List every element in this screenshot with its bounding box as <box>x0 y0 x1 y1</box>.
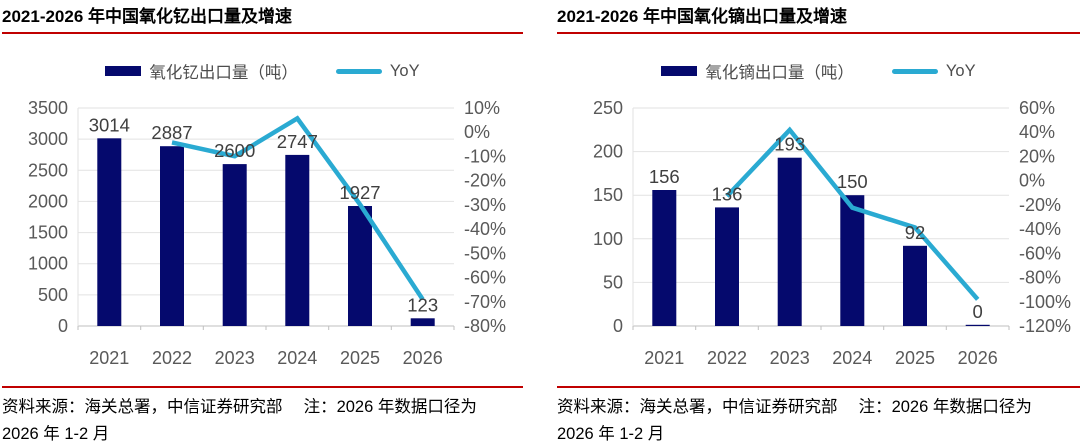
left-axis-tick-label: 0 <box>58 316 68 336</box>
right-axis-tick-label: -80% <box>1019 268 1061 288</box>
left-axis-tick-label: 500 <box>38 285 68 305</box>
x-axis-label-2026: 2026 <box>403 348 443 368</box>
bar-value-label-2021: 3014 <box>89 114 130 135</box>
bar-series-swatch-icon <box>661 66 698 76</box>
right-axis-tick-label: -80% <box>464 316 506 336</box>
left-axis-tick-label: 0 <box>613 316 623 336</box>
right-axis-tick-label: 20% <box>1019 146 1055 166</box>
bar-2023 <box>222 164 247 326</box>
right-axis-tick-label: -20% <box>1019 195 1061 215</box>
bar-2024 <box>285 154 310 326</box>
right-axis-tick-label: -30% <box>464 195 506 215</box>
x-axis-label-2021: 2021 <box>89 348 129 368</box>
right-axis-tick-label: 10% <box>464 98 500 118</box>
left-axis-tick-label: 100 <box>593 229 623 249</box>
bar-2023 <box>777 157 802 326</box>
yoy-line <box>171 115 425 301</box>
bar-value-label-2023: 2600 <box>214 140 255 161</box>
combo-chart-dysprosium-oxide: 0 50 100 150 200 250 60% 40% 20% 0% -20% -40% -60% -8… <box>593 98 1071 368</box>
x-axis-label-2021: 2021 <box>644 348 684 368</box>
bar-2021 <box>652 190 677 326</box>
right-axis-tick-label: -60% <box>1019 243 1061 263</box>
chart-legend: 氧化镝出口量（吨） YoY <box>557 60 1080 82</box>
x-axis-label-2024: 2024 <box>832 348 872 368</box>
right-axis-tick-label: -10% <box>464 146 506 166</box>
bar-value-label-2025: 1927 <box>339 182 380 203</box>
left-axis-tick-label: 150 <box>593 185 623 205</box>
bar-2026 <box>965 324 990 326</box>
right-axis-tick-label: 60% <box>1019 98 1055 118</box>
left-axis-tick-label: 3500 <box>28 98 68 118</box>
report-figure-pair: 2021-2026 年中国氧化钇出口量及增速 氧化钇出口量（吨） YoY 0 50… <box>2 7 1080 443</box>
right-axis-tick-label: -40% <box>464 219 506 239</box>
bar-2024 <box>840 195 865 326</box>
left-axis-tick-label: 250 <box>593 98 623 118</box>
left-axis-tick-label: 1000 <box>28 254 68 274</box>
right-axis-tick-label: -60% <box>464 268 506 288</box>
bar-series-legend-label: 氧化镝出口量（吨） <box>705 64 854 82</box>
right-axis-tick-label: 0% <box>464 122 490 142</box>
bar-series-swatch-icon <box>105 66 142 76</box>
bar-series-legend-label: 氧化钇出口量（吨） <box>149 64 298 82</box>
left-axis-tick-label: 50 <box>603 272 623 292</box>
bar-value-label-2024: 2747 <box>277 131 318 152</box>
x-axis-label-2022: 2022 <box>152 348 192 368</box>
chart-title: 2021-2026 年中国氧化镝出口量及增速 <box>557 0 1080 34</box>
source-note-line2: 2026 年 1-2 月 <box>2 425 110 443</box>
x-axis-label-2023: 2023 <box>770 348 810 368</box>
combo-chart-yttrium-oxide: 0 500 1000 1500 2000 2500 3000 3500 10% 0% -10% -20… <box>28 98 506 368</box>
right-axis-tick-label: -70% <box>464 292 506 312</box>
source-note-line1: 资料来源：海关总署，中信证券研究部 注：2026 年数据口径为 <box>557 398 1032 416</box>
bar-2021 <box>97 138 122 326</box>
x-axis-label-2025: 2025 <box>340 348 380 368</box>
bar-value-label-2022: 136 <box>712 183 743 204</box>
x-axis-label-2022: 2022 <box>707 348 747 368</box>
x-axis-label-2023: 2023 <box>215 348 255 368</box>
line-series-legend-label: YoY <box>945 61 976 80</box>
left-axis-tick-label: 2500 <box>28 160 68 180</box>
bar-2025 <box>903 245 927 326</box>
line-series-legend-label: YoY <box>389 61 420 80</box>
bar-value-label-2023: 193 <box>774 134 805 155</box>
right-axis-tick-label: -120% <box>1019 316 1071 336</box>
x-axis-label-2024: 2024 <box>277 348 317 368</box>
line-series-swatch-icon <box>335 68 382 74</box>
chart-legend: 氧化钇出口量（吨） YoY <box>2 60 523 82</box>
bar-value-label-2026: 0 <box>973 301 983 322</box>
right-axis-tick-label: -20% <box>464 171 506 191</box>
chart-panel-dysprosium-oxide: 2021-2026 年中国氧化镝出口量及增速 氧化镝出口量（吨） YoY 0 50… <box>557 0 1080 448</box>
line-series-swatch-icon <box>891 68 938 74</box>
left-axis-tick-label: 2000 <box>28 191 68 211</box>
left-axis-tick-label: 1500 <box>28 223 68 243</box>
yoy-line <box>725 126 980 301</box>
bar-2026 <box>410 318 435 326</box>
left-axis-tick-label: 3000 <box>28 129 68 149</box>
x-axis-label-2026: 2026 <box>958 348 998 368</box>
chart-panel-yttrium-oxide: 2021-2026 年中国氧化钇出口量及增速 氧化钇出口量（吨） YoY 0 50… <box>2 0 523 448</box>
x-axis-label-2025: 2025 <box>895 348 935 368</box>
bar-value-label-2026: 123 <box>407 294 438 315</box>
bar-value-label-2024: 150 <box>837 171 868 192</box>
right-axis-tick-label: 40% <box>1019 122 1055 142</box>
right-axis-tick-label: -50% <box>464 243 506 263</box>
bar-value-label-2022: 2887 <box>151 122 192 143</box>
source-note-line2: 2026 年 1-2 月 <box>557 425 665 443</box>
bar-2022 <box>715 207 739 326</box>
source-note-line1: 资料来源：海关总署，中信证券研究部 注：2026 年数据口径为 <box>2 398 477 416</box>
bar-value-label-2025: 92 <box>905 222 926 243</box>
right-axis-tick-label: -40% <box>1019 219 1061 239</box>
right-axis-tick-label: 0% <box>1019 171 1045 191</box>
bar-value-label-2021: 156 <box>649 166 680 187</box>
left-axis-tick-label: 200 <box>593 142 623 162</box>
bar-2022 <box>160 146 184 326</box>
chart-title: 2021-2026 年中国氧化钇出口量及增速 <box>2 0 523 34</box>
right-axis-tick-label: -100% <box>1019 292 1071 312</box>
bar-2025 <box>348 206 372 326</box>
